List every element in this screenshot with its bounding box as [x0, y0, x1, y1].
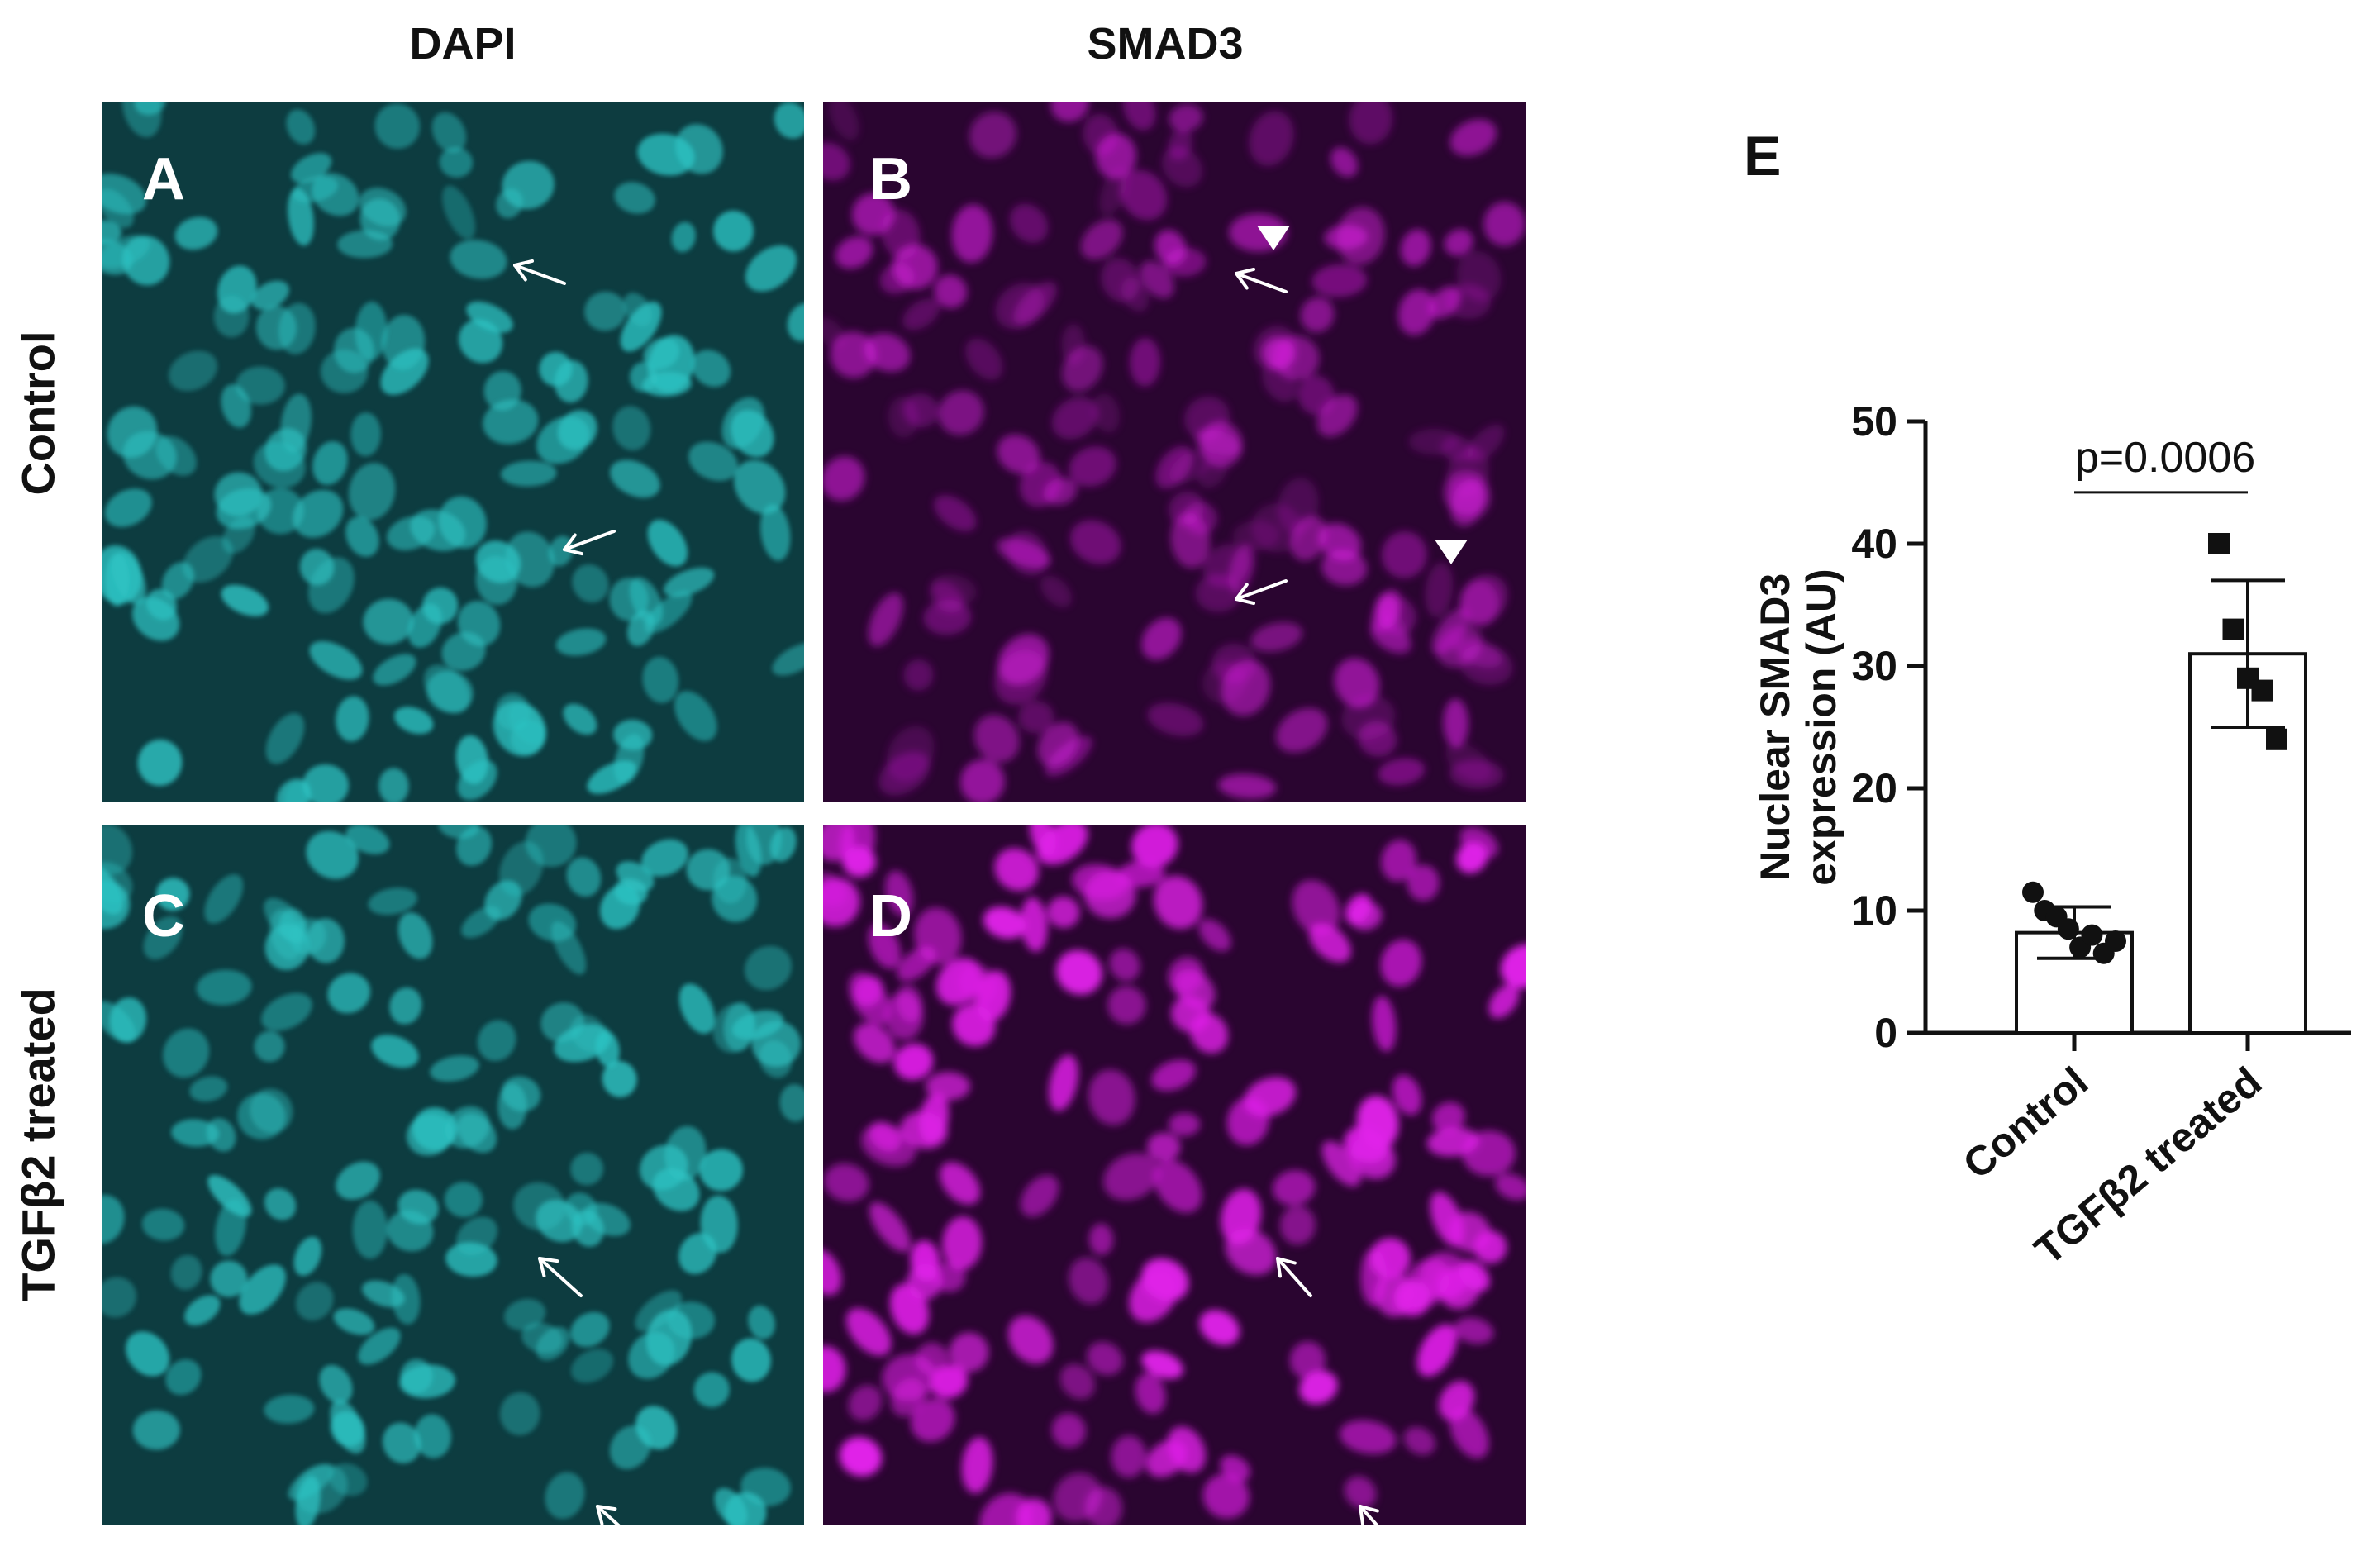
arrow-icon: [563, 530, 616, 556]
column-title-dapi: DAPI: [409, 19, 516, 69]
panel-letter-b: B: [869, 146, 912, 212]
y-tick-label: 10: [1851, 887, 1897, 934]
data-point: [2266, 728, 2287, 750]
p-value-annotation: p=0.0006: [2075, 434, 2255, 482]
y-tick-label: 50: [1851, 398, 1897, 445]
data-point: [2081, 924, 2103, 946]
data-point: [2105, 930, 2126, 952]
panel-a-dapi-control: [102, 102, 804, 802]
arrow-icon: [513, 259, 566, 285]
panel-letter-c: C: [142, 883, 185, 949]
micrograph-c: [102, 825, 804, 1525]
arrow-icon: [596, 1505, 621, 1525]
arrowhead-icon: [1257, 226, 1290, 250]
micrograph-d: [823, 825, 1526, 1525]
panel-c-dapi-tgfb2: [102, 825, 804, 1525]
data-point: [2057, 918, 2079, 940]
y-tick-label: 40: [1851, 521, 1897, 567]
arrow-icon: [1359, 1505, 1380, 1525]
y-tick-label: 0: [1874, 1010, 1897, 1056]
panel-b-smad3-control: [823, 102, 1526, 802]
panel-letter-e: E: [1744, 125, 1782, 188]
data-point: [2251, 679, 2273, 702]
micrograph-b: [823, 102, 1526, 802]
y-axis-label: Nuclear SMAD3expression (AU): [1752, 569, 1844, 885]
arrow-icon: [1276, 1257, 1312, 1297]
micrograph-a: [102, 102, 804, 802]
y-tick-label: 30: [1851, 643, 1897, 689]
panel-d-smad3-tgfb2: [823, 825, 1526, 1525]
panel-letter-a: A: [142, 146, 185, 212]
data-point: [2022, 881, 2044, 903]
arrow-icon: [538, 1257, 583, 1297]
panel-letter-d: D: [869, 883, 912, 949]
arrow-icon: [1235, 579, 1288, 606]
arrow-icon: [1235, 267, 1288, 293]
arrowhead-icon: [1435, 540, 1468, 564]
column-title-smad3: SMAD3: [1087, 19, 1244, 69]
x-tick-label: Control: [1954, 1059, 2097, 1188]
data-point: [2222, 618, 2244, 640]
y-tick-label: 20: [1851, 765, 1897, 811]
data-point: [2208, 533, 2230, 554]
